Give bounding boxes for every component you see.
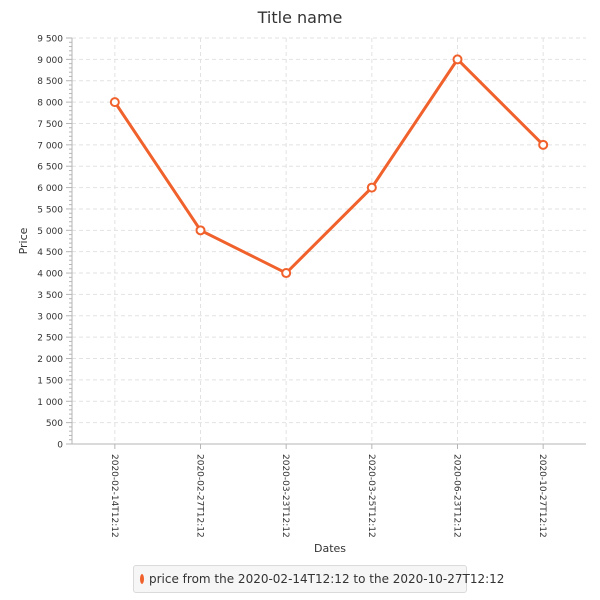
chart-title: Title name bbox=[257, 8, 343, 27]
y-tick-label: 500 bbox=[46, 419, 63, 429]
series-line bbox=[113, 57, 545, 275]
legend-symbol-icon bbox=[140, 574, 144, 584]
axes: 0 500 1 000 1 500 2 000 2 500 3 000 3 500 4 000 4… bbox=[37, 35, 586, 538]
y-tick-label: 2 000 bbox=[37, 355, 63, 365]
grid-lines bbox=[72, 37, 586, 444]
x-tick-label: 2020-06-23T12:12 bbox=[452, 454, 462, 538]
y-tick-label: 6 000 bbox=[37, 184, 63, 194]
y-tick-label: 7 500 bbox=[37, 120, 63, 130]
x-tick-label: 2020-02-27T12:12 bbox=[195, 454, 205, 538]
legend: price from the 2020-02-14T12:12 to the 2… bbox=[133, 565, 504, 593]
x-tick-label: 2020-10-27T12:12 bbox=[537, 454, 547, 538]
y-tick-label: 5 000 bbox=[37, 227, 63, 237]
y-axis-label: Price bbox=[17, 227, 30, 254]
data-point bbox=[195, 225, 206, 236]
data-point bbox=[109, 97, 120, 108]
x-axis-label: Dates bbox=[314, 542, 346, 555]
y-tick-label: 1 500 bbox=[37, 376, 63, 386]
y-tick-label: 9 000 bbox=[37, 56, 63, 66]
x-tick-label: 2020-02-14T12:12 bbox=[109, 454, 119, 538]
legend-label: price from the 2020-02-14T12:12 to the 2… bbox=[149, 572, 505, 586]
y-tick-label: 4 500 bbox=[37, 248, 63, 258]
data-point bbox=[452, 54, 463, 65]
y-tick-label: 1 000 bbox=[37, 398, 63, 408]
y-tick-label: 9 500 bbox=[37, 35, 63, 45]
y-tick-label: 2 500 bbox=[37, 334, 63, 344]
y-tick-label: 0 bbox=[57, 441, 63, 451]
y-tick-label: 5 500 bbox=[37, 205, 63, 215]
y-tick-label: 3 500 bbox=[37, 291, 63, 301]
data-point bbox=[538, 139, 549, 150]
data-point bbox=[281, 268, 292, 279]
y-tick-label: 3 000 bbox=[37, 312, 63, 322]
x-tick-label: 2020-03-23T12:12 bbox=[280, 454, 290, 538]
y-tick-label: 6 500 bbox=[37, 163, 63, 173]
series-layer bbox=[109, 54, 549, 279]
x-tick-label: 2020-03-25T12:12 bbox=[366, 454, 376, 538]
y-tick-label: 8 500 bbox=[37, 77, 63, 87]
y-tick-label: 7 000 bbox=[37, 141, 63, 151]
y-tick-label: 8 000 bbox=[37, 99, 63, 109]
data-point bbox=[366, 182, 377, 193]
y-tick-label: 4 000 bbox=[37, 270, 63, 280]
